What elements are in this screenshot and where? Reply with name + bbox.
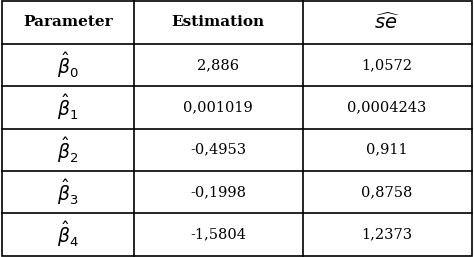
Text: $\hat{\beta}_2$: $\hat{\beta}_2$ — [57, 135, 79, 165]
Text: 1,2373: 1,2373 — [362, 227, 413, 242]
Text: $\hat{\beta}_3$: $\hat{\beta}_3$ — [57, 177, 79, 207]
Text: Estimation: Estimation — [172, 15, 265, 30]
Text: 0,0004243: 0,0004243 — [347, 100, 427, 114]
Text: 2,886: 2,886 — [197, 58, 239, 72]
Text: -0,4953: -0,4953 — [190, 143, 246, 157]
Text: -0,1998: -0,1998 — [190, 185, 246, 199]
Text: $\hat{\beta}_0$: $\hat{\beta}_0$ — [57, 50, 79, 80]
Text: 0,911: 0,911 — [366, 143, 408, 157]
Text: $\widehat{\mathit{se}}$: $\widehat{\mathit{se}}$ — [374, 12, 401, 33]
Text: 0,001019: 0,001019 — [183, 100, 253, 114]
Text: 0,8758: 0,8758 — [362, 185, 413, 199]
Text: Parameter: Parameter — [23, 15, 113, 30]
Text: $\hat{\beta}_1$: $\hat{\beta}_1$ — [57, 92, 79, 122]
Text: -1,5804: -1,5804 — [190, 227, 246, 242]
Text: $\hat{\beta}_4$: $\hat{\beta}_4$ — [57, 219, 79, 250]
Text: 1,0572: 1,0572 — [362, 58, 413, 72]
